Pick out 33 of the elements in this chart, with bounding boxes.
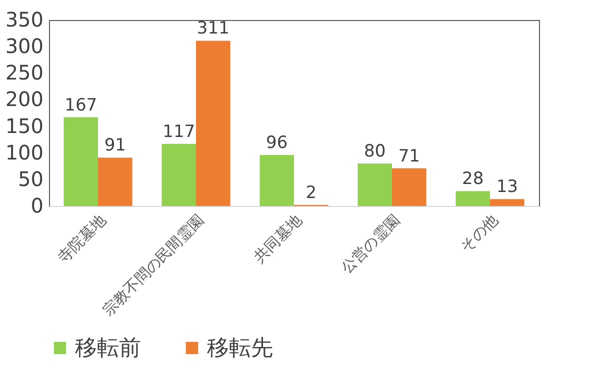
data-label: 167 [64,95,98,116]
data-label: 2 [306,182,317,203]
bar [358,163,392,206]
data-label: 96 [266,132,288,153]
x-tick-label: 共同墓地 [250,211,306,266]
x-tick-label: 寺院墓地 [54,211,110,266]
y-tick-label: 350 [5,8,44,32]
bar [162,144,196,206]
y-tick-label: 250 [5,60,44,85]
legend-label: 移転前 [75,336,141,361]
x-tick-label: その他 [456,211,502,256]
y-tick-label: 0 [30,194,44,218]
y-tick-label: 300 [5,34,44,58]
data-label: 80 [364,141,386,162]
y-tick-label: 150 [5,114,44,138]
y-tick-label: 50 [18,166,44,191]
bar [456,191,490,206]
bar [98,158,132,206]
x-tick-label: 公営の霊園 [338,211,404,277]
data-label: 117 [162,122,196,142]
bar [490,199,524,206]
bar [260,154,294,206]
data-label: 311 [196,18,230,39]
bar [196,40,230,206]
bar [392,168,426,206]
data-label: 28 [462,169,484,190]
data-label: 71 [398,146,420,166]
data-label: 13 [496,177,518,198]
y-tick-label: 100 [5,140,44,164]
legend-label: 移転先 [207,336,273,361]
bar [64,117,98,206]
data-label: 91 [104,136,126,156]
y-tick-label: 200 [5,87,44,112]
